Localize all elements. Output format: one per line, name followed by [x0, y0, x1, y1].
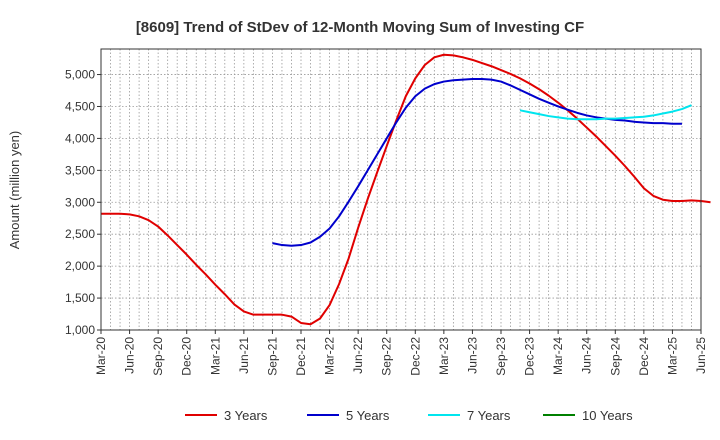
y-tick-label: 2,500 — [65, 227, 95, 241]
x-tick-label: Dec-23 — [523, 337, 537, 376]
series-line-3-years — [101, 53, 711, 326]
y-tick-label: 3,000 — [65, 195, 95, 209]
x-tick-label: Jun-22 — [351, 337, 365, 374]
legend-label-5-years: 5 Years — [346, 408, 390, 423]
x-tick-label: Sep-21 — [265, 337, 279, 376]
grid — [101, 49, 701, 331]
x-tick-label: Dec-24 — [637, 337, 651, 376]
y-tick-label: 5,000 — [65, 68, 95, 82]
legend: 3 Years 5 Years 7 Years 10 Years — [185, 408, 633, 423]
x-tick-label: Mar-22 — [323, 337, 337, 375]
x-tick-label: Dec-20 — [180, 337, 194, 376]
chart-title: [8609] Trend of StDev of 12-Month Moving… — [136, 19, 584, 36]
y-tick-label: 2,000 — [65, 259, 95, 273]
x-tick-label: Jun-21 — [237, 337, 251, 374]
x-tick-label: Jun-20 — [123, 337, 137, 374]
legend-label-10-years: 10 Years — [582, 408, 633, 423]
series-lines — [101, 53, 711, 326]
x-tick-label: Jun-25 — [694, 337, 708, 374]
y-tick-label: 3,500 — [65, 163, 95, 177]
x-axis-ticks: Mar-20 Jun-20 Sep-20 Dec-20 Mar-21 Jun-21 Sep-… — [94, 330, 708, 376]
x-tick-label: Mar-21 — [208, 337, 222, 375]
x-tick-label: Mar-24 — [551, 337, 565, 375]
x-tick-label: Dec-21 — [294, 337, 308, 376]
legend-label-7-years: 7 Years — [467, 408, 511, 423]
x-tick-label: Mar-23 — [437, 337, 451, 375]
x-tick-label: Mar-20 — [94, 337, 108, 375]
y-axis-ticks: 1,000 1,500 2,000 2,500 3,000 3,500 4,000 4,500… — [65, 68, 101, 337]
legend-label-3-years: 3 Years — [224, 408, 268, 423]
x-tick-label: Sep-20 — [151, 337, 165, 376]
plot-frame — [100, 48, 702, 331]
y-tick-label: 4,000 — [65, 131, 95, 145]
x-tick-label: Jun-24 — [580, 337, 594, 374]
x-tick-label: Dec-22 — [408, 337, 422, 376]
series-line-5-years — [272, 78, 682, 247]
y-axis-label: Amount (million yen) — [7, 131, 22, 250]
y-tick-label: 1,500 — [65, 291, 95, 305]
x-tick-label: Mar-25 — [665, 337, 679, 375]
x-tick-label: Sep-22 — [380, 337, 394, 376]
y-tick-label: 1,000 — [65, 323, 95, 337]
series-line-7-years — [519, 104, 692, 121]
x-tick-label: Sep-23 — [494, 337, 508, 376]
y-tick-label: 4,500 — [65, 99, 95, 113]
x-tick-label: Jun-23 — [465, 337, 479, 374]
x-tick-label: Sep-24 — [608, 337, 622, 376]
